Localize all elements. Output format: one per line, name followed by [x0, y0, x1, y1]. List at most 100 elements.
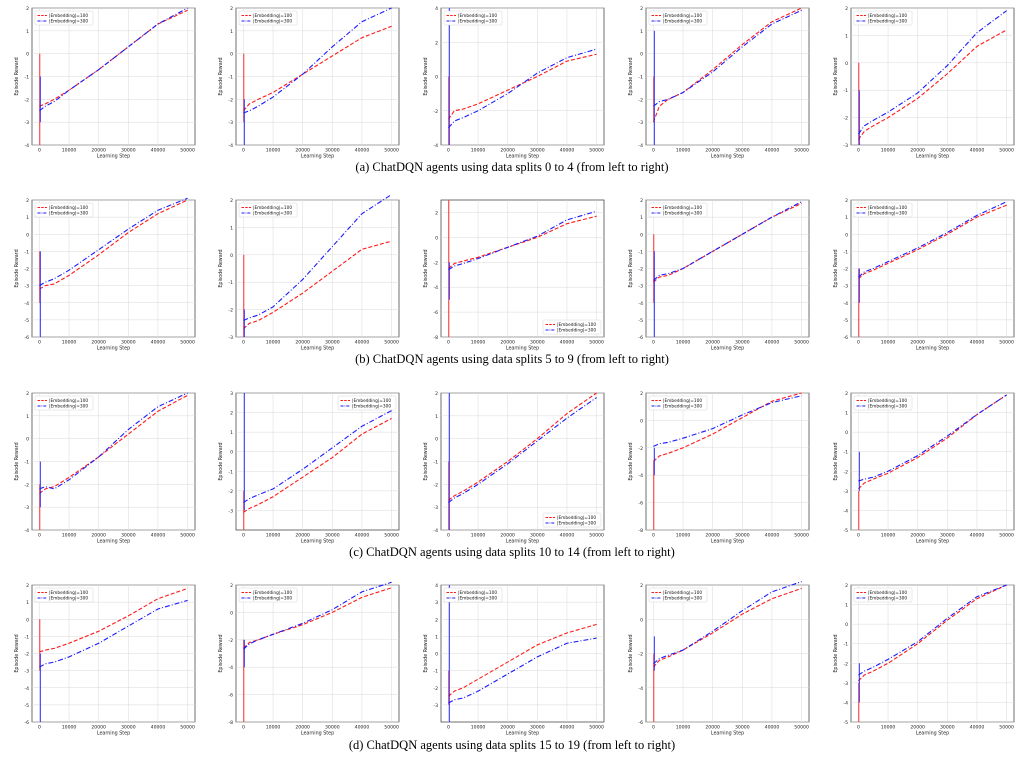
x-tick-label: 20000 [910, 725, 925, 731]
x-tick-label: 0 [447, 725, 450, 731]
x-tick-label: 0 [857, 533, 860, 539]
x-tick-label: 10000 [62, 725, 77, 731]
x-tick-label: 40000 [970, 340, 985, 346]
x-tick-label: 50000 [794, 725, 809, 731]
x-tick-label: 20000 [295, 725, 310, 731]
legend: |Embedding|=100|Embedding|=300 [443, 587, 503, 603]
x-tick-label: 40000 [970, 725, 985, 731]
legend-label: |Embedding|=300 [352, 404, 391, 410]
legend-label: |Embedding|=300 [458, 596, 497, 602]
series-line-emb100 [39, 587, 188, 653]
legend-label: |Embedding|=100 [458, 590, 497, 596]
legend-label: |Embedding|=300 [49, 404, 88, 410]
x-tick-label: 0 [38, 148, 41, 154]
y-tick-label: -6 [433, 310, 438, 316]
legend-box [34, 395, 94, 411]
y-tick-label: 0 [845, 430, 848, 436]
x-tick-label: 30000 [735, 725, 750, 731]
x-tick-label: 30000 [530, 340, 545, 346]
y-tick-label: -3 [228, 120, 233, 126]
legend-box [648, 10, 708, 26]
x-tick-label: 40000 [560, 725, 575, 731]
x-tick-label: 50000 [589, 148, 604, 154]
x-tick-label: 20000 [910, 148, 925, 154]
legend-label: |Embedding|=300 [557, 521, 596, 527]
x-tick-label: 50000 [180, 340, 195, 346]
legend-box [34, 587, 94, 603]
x-tick-label: 0 [447, 148, 450, 154]
x-tick-label: 40000 [970, 148, 985, 154]
legend: |Embedding|=100|Embedding|=300 [648, 10, 708, 26]
y-tick-label: 1 [640, 215, 643, 221]
subplot-17: -3 -2 -1 0 1 2 3 4 0 10000 20000 30000 40000 50000 Lea… [423, 583, 605, 737]
x-tick-label: 10000 [881, 340, 896, 346]
plot-frame [235, 199, 400, 338]
caption-c: (c) ChatDQN agents using data splits 10 … [349, 545, 675, 559]
y-tick-label: -1 [433, 669, 438, 675]
x-axis-label: Learning Step [506, 731, 539, 737]
x-tick-label: 40000 [765, 725, 780, 731]
x-tick-label: 0 [242, 340, 245, 346]
y-tick-label: -5 [843, 528, 848, 534]
x-tick-label: 10000 [266, 725, 281, 731]
subplot-13: -8 -6 -4 -2 0 2 0 10000 20000 30000 40000 50000 Lear… [628, 391, 810, 545]
y-tick-label: -6 [24, 720, 29, 726]
y-tick-label: 1 [435, 634, 438, 640]
subplot-9: -6 -5 -4 -3 -2 -1 0 1 2 0 10000 20000 30000 40000 5000… [833, 198, 1015, 352]
y-tick-label: -3 [24, 505, 29, 511]
y-tick-label: -6 [638, 720, 643, 726]
legend-box [542, 319, 602, 335]
y-tick-label: 1 [230, 225, 233, 231]
legend-label: |Embedding|=100 [253, 13, 292, 19]
y-tick-label: 1 [845, 215, 848, 221]
series-line-emb300 [447, 48, 597, 129]
series-line-emb300 [39, 599, 188, 668]
x-tick-label: 0 [38, 725, 41, 731]
legend: |Embedding|=100|Embedding|=300 [337, 395, 397, 411]
y-tick-label: 2 [435, 40, 438, 46]
y-tick-label: 1 [26, 215, 29, 221]
x-axis-label: Learning Step [97, 731, 130, 737]
x-tick-label: 40000 [765, 148, 780, 154]
x-tick-label: 10000 [676, 148, 691, 154]
x-tick-label: 20000 [910, 533, 925, 539]
caption-d: (d) ChatDQN agents using data splits 15 … [348, 738, 676, 752]
x-tick-label: 30000 [940, 725, 955, 731]
y-tick-label: -2 [228, 489, 233, 495]
x-tick-label: 30000 [940, 148, 955, 154]
x-tick-label: 10000 [266, 148, 281, 154]
legend-label: |Embedding|=300 [663, 211, 702, 217]
series-line-emb300 [653, 395, 802, 447]
y-tick-label: 1 [640, 29, 643, 35]
x-tick-label: 30000 [325, 340, 340, 346]
y-tick-label: -4 [843, 700, 848, 706]
y-tick-label: -2 [433, 482, 438, 488]
y-tick-label: -2 [433, 686, 438, 692]
x-axis-label: Learning Step [301, 731, 334, 737]
y-tick-label: -8 [638, 528, 643, 534]
x-tick-label: 20000 [91, 340, 106, 346]
legend-label: |Embedding|=100 [868, 13, 907, 19]
x-tick-label: 50000 [384, 533, 399, 539]
legend-label: |Embedding|=300 [868, 211, 907, 217]
y-axis-label: Episode Reward [14, 634, 20, 672]
y-tick-label: -2 [24, 652, 29, 658]
legend-box [443, 587, 503, 603]
x-tick-label: 0 [242, 533, 245, 539]
y-axis-label: Episode Reward [14, 249, 20, 287]
y-tick-label: -6 [24, 335, 29, 341]
y-axis-label: Episode Reward [218, 634, 224, 672]
subplot-5: -6 -5 -4 -3 -2 -1 0 1 2 0 10000 20000 30000 40000 5000… [14, 197, 196, 352]
y-tick-label: -1 [843, 642, 848, 648]
x-tick-label: 30000 [530, 533, 545, 539]
legend-label: |Embedding|=300 [663, 596, 702, 602]
legend-box [853, 395, 913, 411]
legend-label: |Embedding|=100 [663, 13, 702, 19]
caption-a: (a) ChatDQN agents using data splits 0 t… [355, 160, 669, 174]
x-tick-label: 10000 [62, 148, 77, 154]
y-tick-label: -4 [638, 686, 643, 692]
subplot-10: -4 -3 -2 -1 0 1 2 0 10000 20000 30000 40000 50000 Lea… [14, 391, 196, 545]
y-axis-label: Episode Reward [218, 442, 224, 480]
legend: |Embedding|=100|Embedding|=300 [542, 319, 602, 335]
legend: |Embedding|=100|Embedding|=300 [34, 10, 94, 26]
